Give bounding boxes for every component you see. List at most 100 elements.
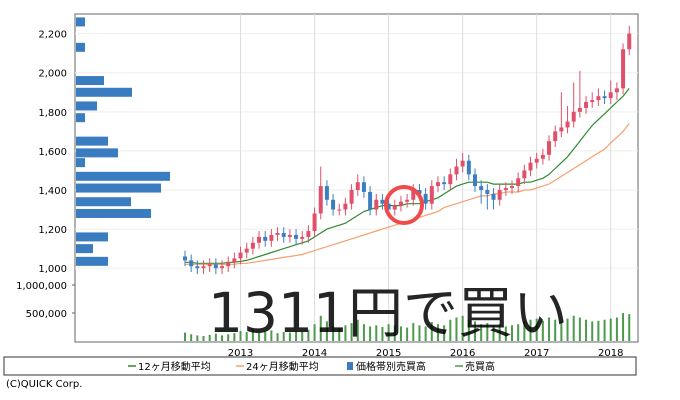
candle-body xyxy=(596,96,601,101)
volume-bar xyxy=(436,324,439,341)
volume-bar xyxy=(332,326,335,341)
candle-body xyxy=(479,186,484,190)
candle-body xyxy=(417,190,422,194)
candle-body xyxy=(306,231,311,237)
volume-by-price-bar xyxy=(76,232,108,242)
candle-body xyxy=(547,141,552,155)
volume-by-price-bar xyxy=(76,244,93,254)
volume-bar xyxy=(264,331,267,341)
buy-circle xyxy=(384,185,424,225)
volume-by-price-bar xyxy=(76,158,85,168)
volume-bar xyxy=(295,330,298,341)
candle-body xyxy=(442,182,447,185)
volume-bar xyxy=(233,333,236,341)
volume-bar xyxy=(202,335,205,341)
volume-by-price-bar xyxy=(76,76,104,86)
y-tick-label: 1,000 xyxy=(38,264,67,275)
legend-label: 価格帯別売買高 xyxy=(356,360,426,373)
volume-by-price-bar xyxy=(76,17,85,27)
candle-body xyxy=(386,203,391,210)
legend-label: 24ヶ月移動平均 xyxy=(246,360,319,373)
y-tick-label: 2,200 xyxy=(38,30,67,41)
footer: (C)QUICK Corp. xyxy=(6,379,82,390)
volume-bar xyxy=(523,321,526,341)
candle-body xyxy=(435,182,440,187)
volume-bar xyxy=(597,320,600,341)
volume-bar xyxy=(270,330,273,341)
volume-by-price-bar xyxy=(76,42,85,52)
volume-bar xyxy=(307,329,310,341)
candle-body xyxy=(349,190,354,204)
volume-bar xyxy=(227,334,230,341)
x-tick-label: 2014 xyxy=(302,348,327,359)
candle-body xyxy=(614,88,619,93)
volume-bar xyxy=(554,319,557,341)
volume-bar xyxy=(511,325,514,341)
volume-bar xyxy=(609,318,612,341)
candle-body xyxy=(355,182,360,190)
volume-bar xyxy=(615,317,618,341)
candle-body xyxy=(627,33,632,50)
volume-bar xyxy=(393,325,396,341)
candle-body xyxy=(398,201,403,206)
volume-bar xyxy=(356,319,359,341)
volume-bar xyxy=(486,323,489,341)
y-tick-label: 1,200 xyxy=(38,225,67,236)
volume-bar xyxy=(375,325,378,341)
x-tick-label: 2017 xyxy=(524,348,549,359)
volume-by-price-bar xyxy=(76,256,108,266)
volume-bar xyxy=(412,323,415,341)
volume-bar xyxy=(381,327,384,341)
volume-by-price-bar xyxy=(76,183,161,193)
candle-body xyxy=(553,131,558,142)
candle-body xyxy=(361,182,366,192)
candle-body xyxy=(213,264,218,269)
candle-body xyxy=(337,209,342,211)
y-tick-label: 2,000 xyxy=(38,69,67,80)
grid: 1,000 1,200 1,400 1,600 1,800 2,000 2,200 500,0… xyxy=(16,14,638,359)
volume-bar xyxy=(455,317,458,341)
candle-body xyxy=(503,188,508,190)
x-tick-label: 2018 xyxy=(598,348,623,359)
volume-bar xyxy=(369,326,372,341)
candle-body xyxy=(571,111,576,122)
volume-bar xyxy=(473,321,476,341)
candle-body xyxy=(207,264,212,267)
candle-body xyxy=(300,236,305,239)
candle-body xyxy=(577,107,582,112)
candle-body xyxy=(263,236,268,241)
candle-body xyxy=(584,102,589,108)
x-tick-label: 2013 xyxy=(228,348,253,359)
candle-body xyxy=(244,248,249,253)
candle-body xyxy=(318,186,323,214)
legend-box xyxy=(3,356,637,376)
candle-body xyxy=(429,186,434,204)
volume-bar xyxy=(449,319,452,341)
volume-by-price-bar xyxy=(76,208,151,218)
volume-bar xyxy=(504,326,507,341)
candle-body xyxy=(287,234,292,237)
volume-bar xyxy=(350,323,353,341)
candle-body xyxy=(423,193,428,204)
volume-bar xyxy=(196,335,199,341)
volume-bar xyxy=(566,318,569,341)
volume-bar xyxy=(572,315,575,341)
volume-bar xyxy=(221,335,224,341)
y-tick-label: 1,600 xyxy=(38,147,67,158)
volume-bar xyxy=(313,324,316,341)
volume-bar xyxy=(387,324,390,341)
volume-bar xyxy=(541,320,544,341)
volume-bar xyxy=(214,333,217,341)
candle-body xyxy=(257,236,262,243)
candle-body xyxy=(472,174,477,187)
volume-bar xyxy=(276,333,279,341)
candle-body xyxy=(189,260,194,267)
candle-body xyxy=(516,178,521,187)
candle-body xyxy=(602,96,607,99)
volume-bar xyxy=(628,314,631,341)
candle-body xyxy=(460,160,465,167)
volume-bar xyxy=(467,319,470,341)
candle-body xyxy=(510,186,515,189)
volume-by-price-bar xyxy=(76,87,132,97)
